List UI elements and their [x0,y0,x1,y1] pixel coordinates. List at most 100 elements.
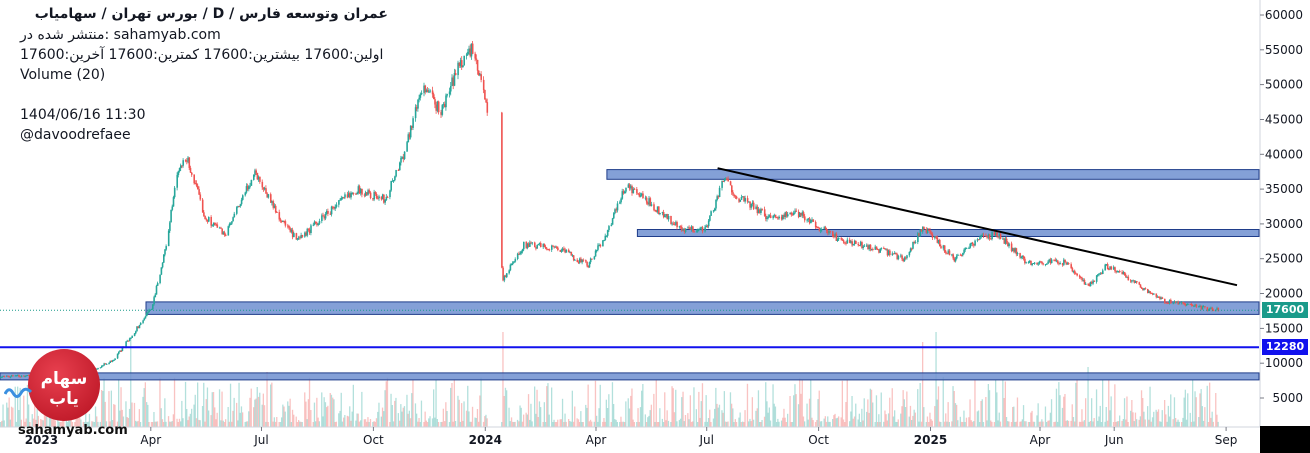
candle-body [383,194,385,203]
candle-body [519,253,521,255]
candle-body [726,178,728,180]
candle-body [236,207,238,214]
y-tick-label: 20000 [1265,287,1303,301]
volume-bar [795,394,797,427]
volume-bar [195,418,198,427]
volume-bar [1074,421,1076,427]
candle-body [939,239,941,247]
volume-bar [576,418,578,427]
candle-body [463,55,465,66]
candle-body [692,226,694,232]
candle-body [661,212,664,214]
volume-bar [204,421,206,427]
candle-body [266,193,268,198]
volume-bar [246,421,249,427]
candle-body [530,242,532,244]
candle-body [1204,306,1206,308]
candle-body [1050,259,1053,264]
support-resistance-zones[interactable] [0,169,1260,381]
volume-bar [768,407,770,427]
candle-body [664,216,666,218]
volume-bar [1021,419,1023,427]
candle-body [424,85,427,93]
volume-bar [902,390,904,427]
volume-bar [624,422,626,427]
volume-bar [146,402,148,427]
candle-body [25,375,28,377]
candle-body [1089,282,1092,287]
volume-bar [1058,382,1060,427]
volume-bar [748,421,750,427]
volume-bar [1126,396,1128,427]
volume-bar [797,404,800,427]
volume-bar [1105,407,1107,427]
volume-bar [988,390,991,427]
candle-body [1007,242,1009,247]
volume-bar [173,377,176,427]
candle-body [9,376,12,378]
volume-bar [670,422,672,427]
y-tick-label: 25000 [1265,252,1303,266]
volume-bar [836,417,839,427]
volume-bar [937,386,940,427]
volume-bar [672,388,674,427]
volume-bar [188,416,190,427]
candle-body [846,239,849,244]
candle-body [902,259,905,262]
candle-body [872,249,874,250]
candle-body [665,214,667,217]
candle-body [150,309,153,310]
volume-bar [588,421,590,427]
candle-body [542,244,545,248]
volume-bar [1057,421,1059,427]
volume-bar [687,413,689,427]
candle-body [386,196,389,198]
volume-bar [800,393,802,427]
candle-body [104,363,107,365]
candle-body [322,215,324,217]
candle-body [879,248,881,253]
volume-bar [1022,405,1025,427]
candle-body [313,221,316,225]
candle-body [918,233,920,237]
volume-bar [1061,407,1064,427]
candle-body [627,184,630,188]
volume-bar [435,379,437,427]
candle-body [560,250,563,252]
volume-bar [424,411,426,427]
candle-body [840,238,843,240]
volume-bar [409,418,412,427]
volume-bar [257,396,260,427]
volume-bar [757,390,760,427]
x-tick-label: Jul [698,433,713,447]
volume-bar [142,396,144,427]
volume-bar [648,415,650,427]
candle-body [316,223,318,225]
volume-bar [205,399,207,427]
volume-bar [385,381,387,427]
volume-bar [1076,379,1078,427]
candle-body [887,250,890,256]
candle-body [142,320,144,323]
candle-body [510,264,513,265]
volume-bar [866,411,868,427]
volume-bar [666,410,668,427]
volume-bar [9,419,11,427]
candle-body [375,194,378,199]
trendline[interactable] [717,167,1238,287]
volume-bar [514,421,516,427]
candle-body [959,254,962,256]
volume-bar [1132,412,1134,427]
volume-bar [928,422,930,427]
candle-body [317,223,320,225]
volume-bar [750,421,752,427]
candle-body [1198,306,1200,308]
volume-bar [925,422,927,427]
volume-bar [1198,417,1200,427]
volume-bar [920,421,923,427]
volume-bar [759,422,761,427]
candle-body [1184,304,1187,306]
candle-body [1112,267,1115,270]
horizontal-levels[interactable] [0,309,1259,349]
